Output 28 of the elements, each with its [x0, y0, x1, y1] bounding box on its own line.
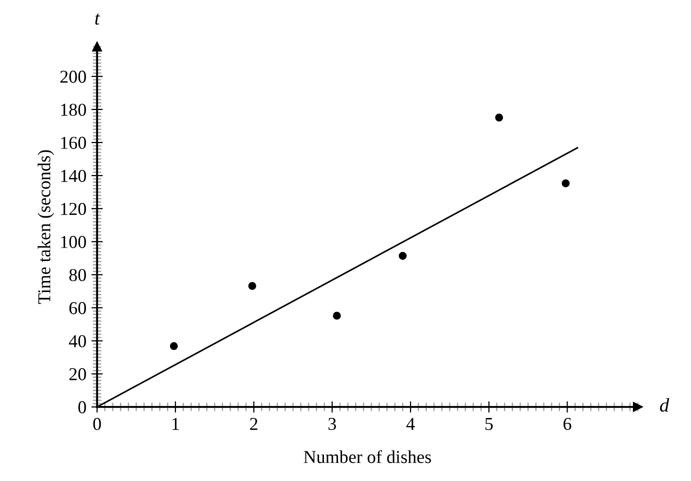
y-tick-label: 100	[61, 236, 86, 248]
x-tick-label: 3	[328, 418, 336, 430]
point	[248, 282, 256, 290]
point	[562, 179, 570, 188]
point	[332, 312, 341, 320]
x-tick-label: 0	[93, 418, 101, 430]
y-tick-label: 200	[60, 70, 86, 83]
text: t	[95, 14, 100, 25]
x-axis-title: Number of dishes	[304, 450, 431, 464]
text: d	[660, 398, 670, 412]
y-tick-label: 160	[61, 136, 86, 149]
x-tick-label: 1	[172, 418, 179, 430]
point	[170, 342, 178, 350]
y-tick-label: 140	[61, 170, 86, 182]
y-tick-label: 180	[61, 104, 86, 116]
x-tick-label: 6	[564, 418, 572, 430]
y-tick-label: 40	[68, 335, 86, 348]
point	[495, 114, 504, 122]
x-tick-label: 4	[406, 418, 415, 430]
y-tick-label: 20	[69, 368, 86, 380]
x-tick-label: 2	[250, 418, 258, 430]
y-tick-label: 80	[69, 268, 86, 282]
y-tick-label: 60	[69, 302, 86, 314]
y-axis-title: Time taken (seconds)	[38, 150, 54, 304]
y-tick-label: 120	[61, 202, 86, 216]
point	[398, 252, 407, 260]
x-tick-label: 5	[485, 418, 493, 430]
y-tick-label: 0	[78, 401, 86, 414]
